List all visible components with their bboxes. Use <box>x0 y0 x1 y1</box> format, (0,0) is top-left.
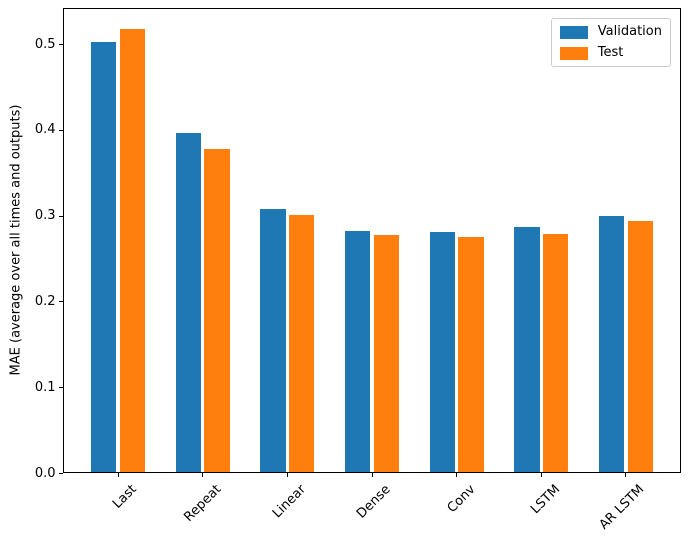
legend-entry-test: Test <box>559 45 662 60</box>
x-tick-label: AR LSTM <box>596 482 648 533</box>
bar-validation-linear <box>260 209 286 472</box>
y-tick-label: 0.4 <box>34 122 56 138</box>
x-tick-mark <box>371 473 373 477</box>
bar-validation-conv <box>429 231 455 472</box>
bar-test-conv <box>458 236 484 472</box>
y-tick-label: 0.1 <box>34 379 56 395</box>
bar-test-repeat <box>204 148 230 472</box>
x-tick-label: Conv <box>444 482 479 516</box>
plot-area: Validation Test <box>63 8 681 473</box>
bar-validation-repeat <box>175 133 202 472</box>
y-tick-mark <box>59 44 63 46</box>
y-tick-mark <box>59 473 63 474</box>
legend-entry-validation: Validation <box>559 24 662 39</box>
bar-validation-last <box>91 42 117 472</box>
x-tick-mark <box>286 473 288 477</box>
y-tick-label: 0.3 <box>34 208 56 224</box>
y-tick-mark <box>59 129 63 131</box>
bar-test-dense <box>373 235 400 472</box>
legend-label-validation: Validation <box>597 24 662 39</box>
x-tick-label: Last <box>110 482 140 512</box>
bar-validation-lstm <box>514 226 540 472</box>
x-tick-mark <box>456 473 458 477</box>
x-tick-mark <box>202 473 204 477</box>
x-tick-label: Dense <box>353 482 394 522</box>
legend-swatch-test <box>559 46 588 60</box>
y-tick-label: 0.0 <box>34 465 56 481</box>
bar-validation-ar-lstm <box>598 216 625 472</box>
x-tick-mark <box>117 473 119 477</box>
bar-test-lstm <box>542 234 569 472</box>
y-tick-mark <box>59 215 63 217</box>
y-tick-label: 0.2 <box>34 293 56 309</box>
y-tick-label: 0.5 <box>34 36 56 52</box>
x-tick-mark <box>625 473 627 477</box>
bar-test-last <box>119 29 146 472</box>
y-tick-mark <box>59 301 63 303</box>
x-tick-mark <box>540 473 542 477</box>
y-axis-label: MAE (average over all times and outputs) <box>8 104 24 376</box>
bar-validation-dense <box>344 230 371 472</box>
legend: Validation Test <box>550 18 671 67</box>
bar-test-linear <box>289 215 315 472</box>
bar-test-ar-lstm <box>627 221 653 472</box>
y-tick-mark <box>59 387 63 389</box>
x-tick-label: Repeat <box>181 482 225 525</box>
legend-label-test: Test <box>597 45 624 60</box>
x-tick-label: LSTM <box>527 482 563 518</box>
x-tick-label: Linear <box>269 482 309 522</box>
legend-swatch-validation <box>559 25 588 39</box>
